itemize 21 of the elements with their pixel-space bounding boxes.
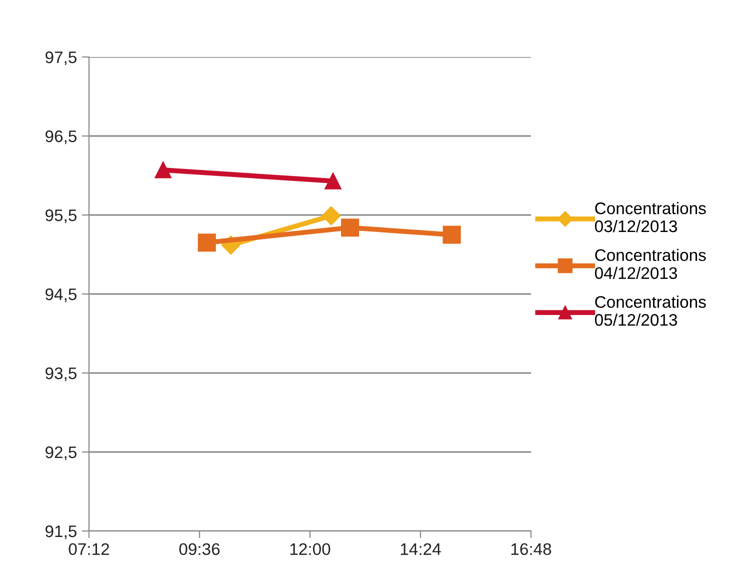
x-tick-label: 09:36 xyxy=(179,543,220,556)
point xyxy=(442,226,461,244)
x-tick-label: 14:24 xyxy=(400,543,441,555)
y-tick-label: 92,5 xyxy=(46,446,76,460)
y-tick-label: 93,5 xyxy=(46,367,76,382)
y-tick-label: 95,5 xyxy=(46,209,76,224)
point xyxy=(198,234,216,252)
y-tick-label: 97,5 xyxy=(46,51,76,66)
y-tick-label: 96,5 xyxy=(46,130,76,144)
y-tick-label: 94,5 xyxy=(46,288,76,302)
x-tick-label: 16:48 xyxy=(511,543,552,556)
point xyxy=(324,172,342,190)
y-tick-label: 91,5 xyxy=(46,525,76,540)
point xyxy=(322,206,341,226)
point xyxy=(154,162,172,178)
legend-label: Concentrations 05/12/2013 xyxy=(594,296,706,326)
legend-label: Concentrations 03/12/2013 xyxy=(594,202,706,232)
legend-label: Concentrations 04/12/2013 xyxy=(594,248,706,280)
x-tick-label: 07:12 xyxy=(68,543,110,556)
x-tick-label: 12:00 xyxy=(290,543,330,556)
point xyxy=(341,218,360,237)
